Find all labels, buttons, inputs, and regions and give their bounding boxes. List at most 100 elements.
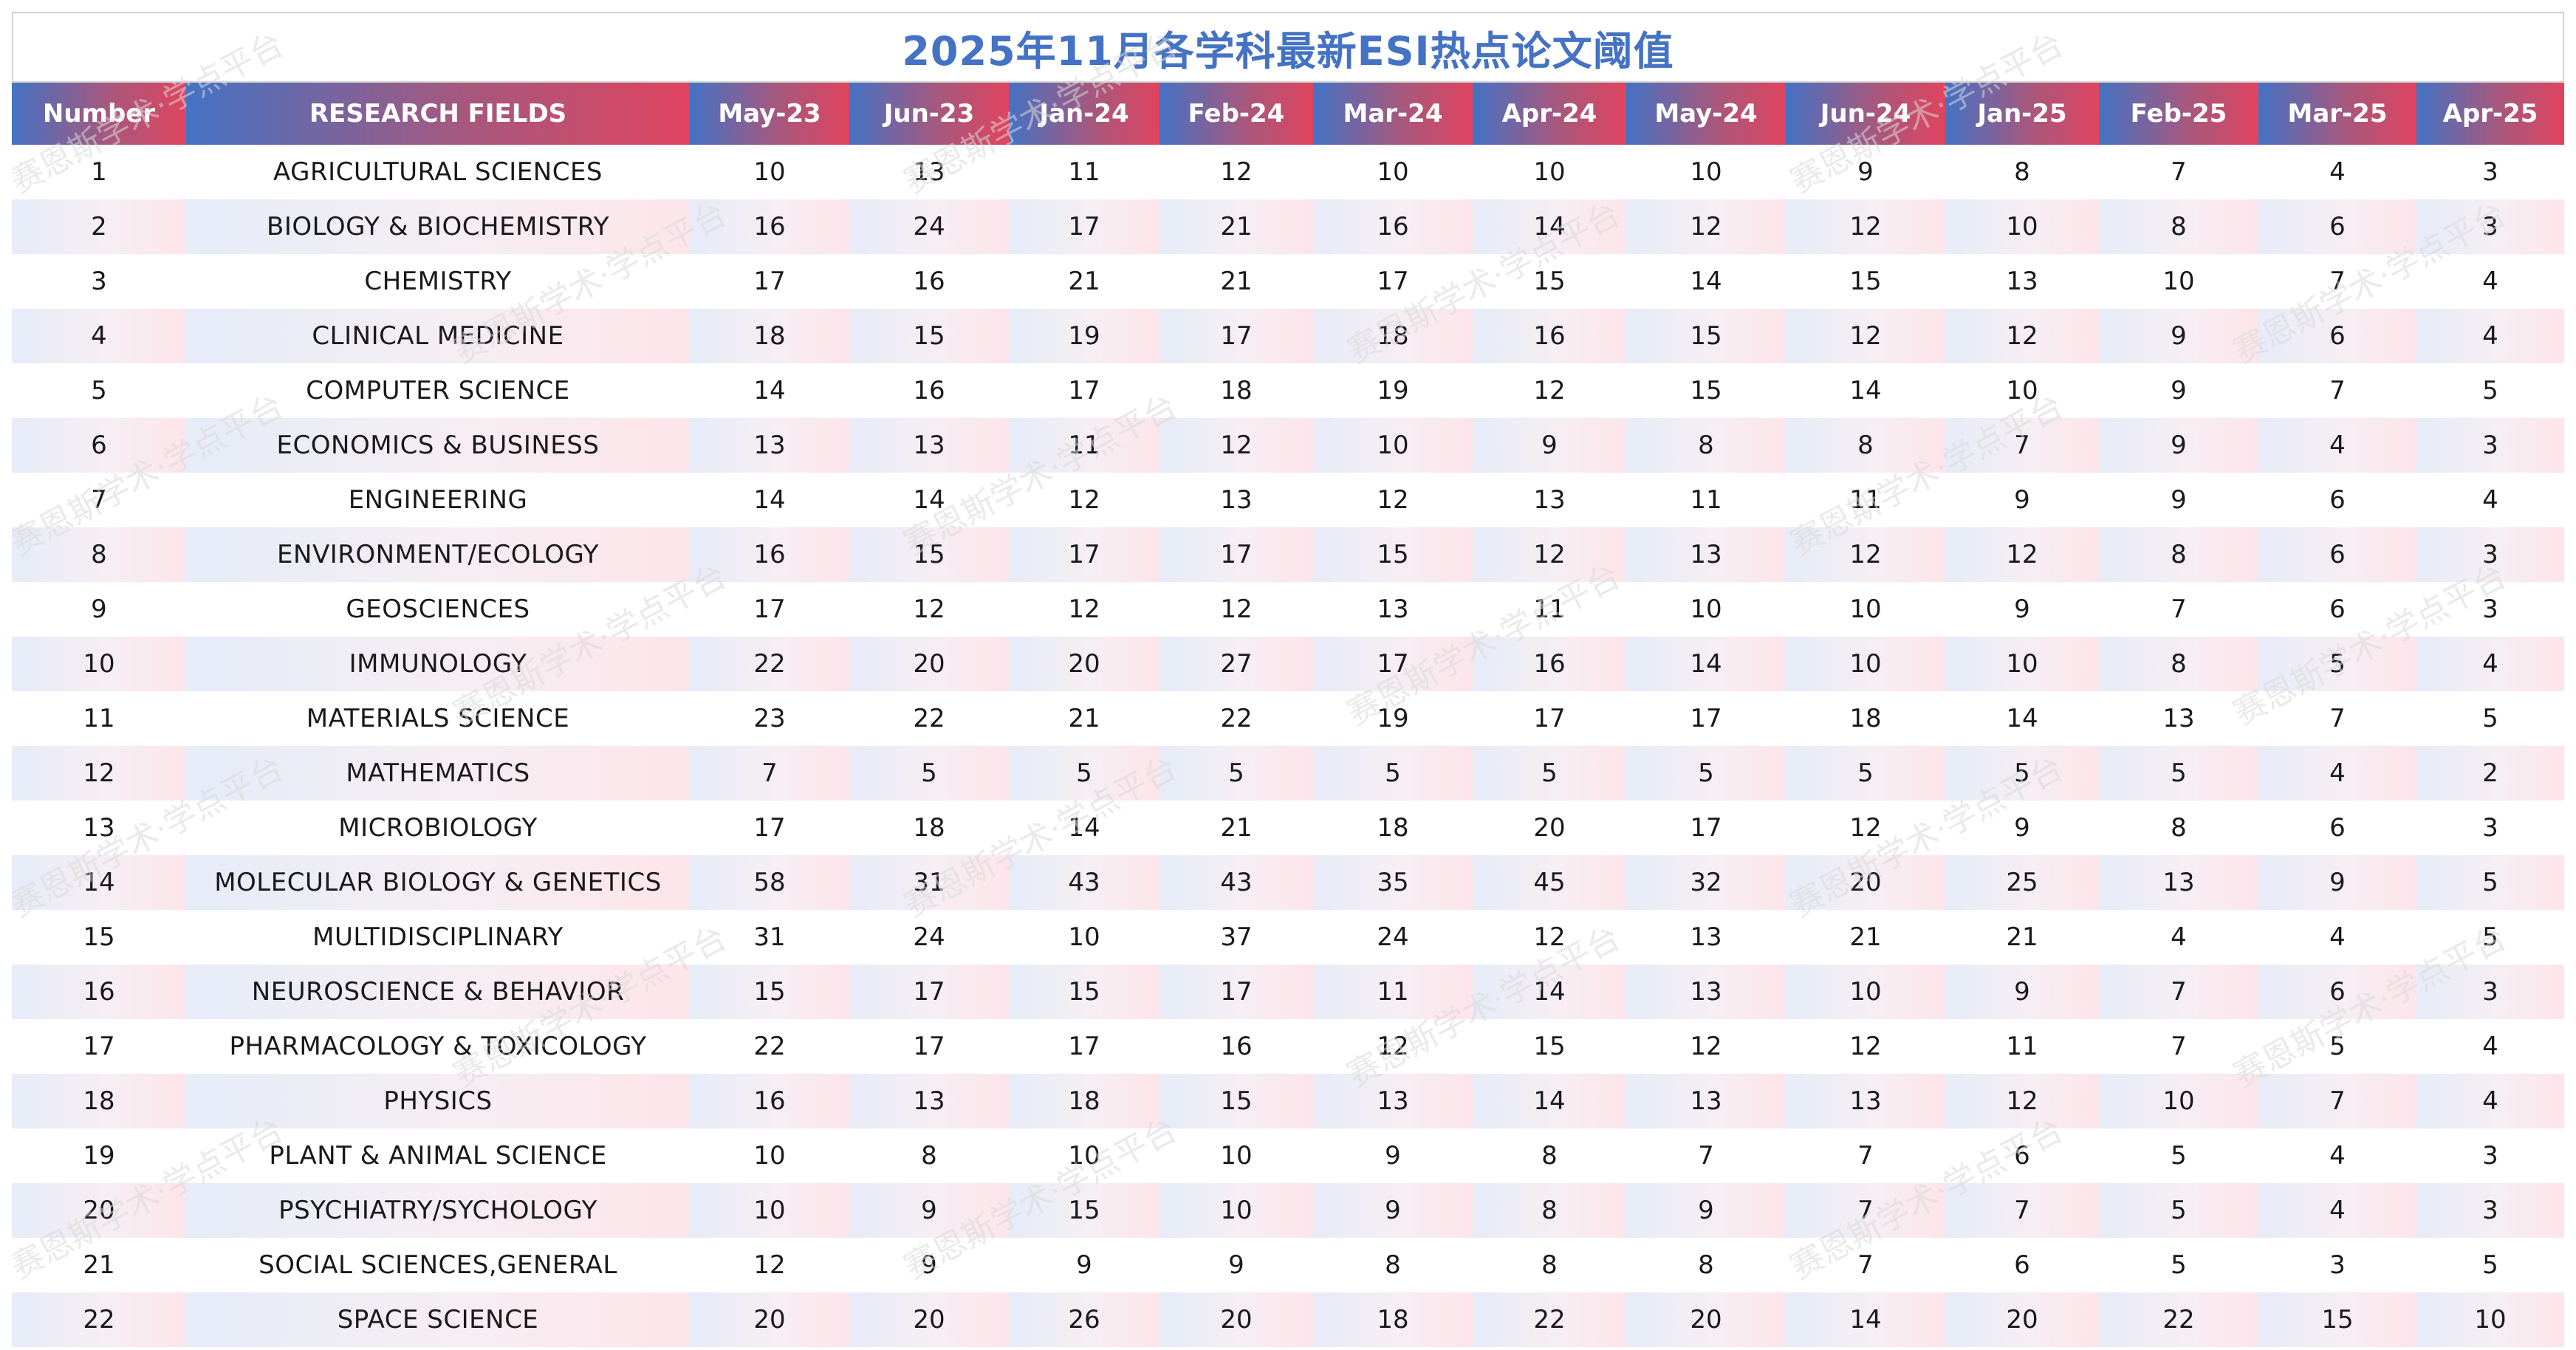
threshold-value: 6: [2258, 527, 2416, 582]
threshold-value: 5: [2416, 1238, 2564, 1292]
row-number: 5: [12, 363, 186, 418]
threshold-value: 10: [1945, 637, 2099, 691]
threshold-value: 13: [1626, 910, 1786, 964]
threshold-value: 32: [1626, 855, 1786, 910]
row-number: 9: [12, 582, 186, 637]
threshold-value: 14: [1626, 254, 1786, 309]
threshold-value: 11: [1009, 145, 1159, 199]
table-row: 3 CHEMISTRY 17 16 21 21 17 15 14 15 13 10 7 4: [12, 254, 2564, 309]
threshold-value: 8: [1313, 1238, 1473, 1292]
research-field: SOCIAL SCIENCES,GENERAL: [186, 1238, 690, 1292]
threshold-value: 14: [1626, 637, 1786, 691]
threshold-value: 17: [1626, 691, 1786, 746]
research-field: GEOSCIENCES: [186, 582, 690, 637]
threshold-value: 3: [2416, 527, 2564, 582]
title-box: 2025年11月各学科最新ESI热点论文阈值: [12, 12, 2564, 83]
threshold-value: 22: [849, 691, 1009, 746]
threshold-value: 9: [1945, 582, 2099, 637]
threshold-value: 12: [1009, 473, 1159, 527]
table-row: 21 SOCIAL SCIENCES,GENERAL 12 9 9 9 8 8 8 7 6 5 3 5: [12, 1238, 2564, 1292]
threshold-value: 20: [1159, 1292, 1313, 1347]
threshold-value: 9: [849, 1183, 1009, 1238]
threshold-value: 15: [1473, 254, 1626, 309]
threshold-value: 12: [1313, 473, 1473, 527]
threshold-value: 5: [2099, 1238, 2258, 1292]
threshold-value: 20: [1009, 637, 1159, 691]
threshold-value: 7: [2258, 254, 2416, 309]
threshold-value: 5: [1473, 746, 1626, 801]
threshold-value: 20: [849, 637, 1009, 691]
threshold-value: 8: [1473, 1128, 1626, 1183]
row-number: 12: [12, 746, 186, 801]
threshold-value: 4: [2416, 1074, 2564, 1128]
research-field: MICROBIOLOGY: [186, 801, 690, 855]
threshold-value: 10: [2099, 254, 2258, 309]
threshold-value: 20: [1945, 1292, 2099, 1347]
threshold-value: 24: [849, 199, 1009, 254]
table-body: 1 AGRICULTURAL SCIENCES 10 13 11 12 10 10 10 9 8 7 4…: [12, 145, 2564, 1347]
threshold-value: 16: [1473, 309, 1626, 363]
threshold-value: 4: [2416, 473, 2564, 527]
row-number: 20: [12, 1183, 186, 1238]
threshold-value: 5: [1626, 746, 1786, 801]
table-row: 7 ENGINEERING 14 14 12 13 12 13 11 11 9 9 6 4: [12, 473, 2564, 527]
research-field: MULTIDISCIPLINARY: [186, 910, 690, 964]
row-number: 22: [12, 1292, 186, 1347]
threshold-value: 12: [1473, 910, 1626, 964]
research-field: SPACE SCIENCE: [186, 1292, 690, 1347]
threshold-value: 11: [1473, 582, 1626, 637]
threshold-value: 8: [2099, 637, 2258, 691]
threshold-value: 8: [2099, 527, 2258, 582]
threshold-value: 3: [2416, 964, 2564, 1019]
threshold-value: 9: [1945, 964, 2099, 1019]
threshold-value: 6: [1945, 1238, 2099, 1292]
threshold-value: 4: [2258, 1183, 2416, 1238]
research-field: ENVIRONMENT/ECOLOGY: [186, 527, 690, 582]
threshold-value: 17: [1009, 199, 1159, 254]
threshold-value: 10: [1945, 363, 2099, 418]
threshold-value: 5: [2099, 1183, 2258, 1238]
page-title: 2025年11月各学科最新ESI热点论文阈值: [902, 27, 1674, 75]
threshold-value: 8: [1626, 418, 1786, 473]
threshold-value: 4: [2416, 254, 2564, 309]
threshold-value: 5: [1009, 746, 1159, 801]
threshold-value: 10: [1786, 637, 1945, 691]
threshold-value: 5: [2416, 910, 2564, 964]
threshold-value: 5: [1159, 746, 1313, 801]
threshold-value: 12: [1786, 199, 1945, 254]
threshold-value: 11: [1786, 473, 1945, 527]
threshold-value: 12: [1009, 582, 1159, 637]
threshold-value: 12: [1945, 527, 2099, 582]
threshold-value: 6: [2258, 801, 2416, 855]
threshold-value: 11: [1009, 418, 1159, 473]
threshold-value: 20: [1473, 801, 1626, 855]
research-field: PHYSICS: [186, 1074, 690, 1128]
threshold-value: 4: [2416, 1019, 2564, 1074]
threshold-value: 9: [2099, 309, 2258, 363]
row-number: 7: [12, 473, 186, 527]
threshold-value: 3: [2416, 1183, 2564, 1238]
threshold-value: 10: [1626, 145, 1786, 199]
row-number: 14: [12, 855, 186, 910]
threshold-value: 10: [1626, 582, 1786, 637]
table-row: 22 SPACE SCIENCE 20 20 26 20 18 22 20 14 20 22 15 10: [12, 1292, 2564, 1347]
threshold-value: 3: [2416, 199, 2564, 254]
threshold-value: 5: [1945, 746, 2099, 801]
threshold-value: 21: [1009, 254, 1159, 309]
threshold-value: 12: [1473, 527, 1626, 582]
threshold-value: 10: [690, 1128, 849, 1183]
table-row: 5 COMPUTER SCIENCE 14 16 17 18 19 12 15 14 10 9 7 5: [12, 363, 2564, 418]
threshold-value: 12: [1159, 418, 1313, 473]
threshold-value: 4: [2258, 746, 2416, 801]
threshold-value: 4: [2416, 309, 2564, 363]
threshold-value: 17: [1626, 801, 1786, 855]
threshold-value: 11: [1626, 473, 1786, 527]
threshold-value: 18: [1313, 1292, 1473, 1347]
table-row: 1 AGRICULTURAL SCIENCES 10 13 11 12 10 10 10 9 8 7 4…: [12, 145, 2564, 199]
threshold-value: 14: [690, 473, 849, 527]
threshold-value: 12: [1786, 309, 1945, 363]
threshold-value: 35: [1313, 855, 1473, 910]
header-period: Mar-25: [2258, 83, 2416, 145]
threshold-value: 13: [1473, 473, 1626, 527]
threshold-value: 7: [1945, 1183, 2099, 1238]
